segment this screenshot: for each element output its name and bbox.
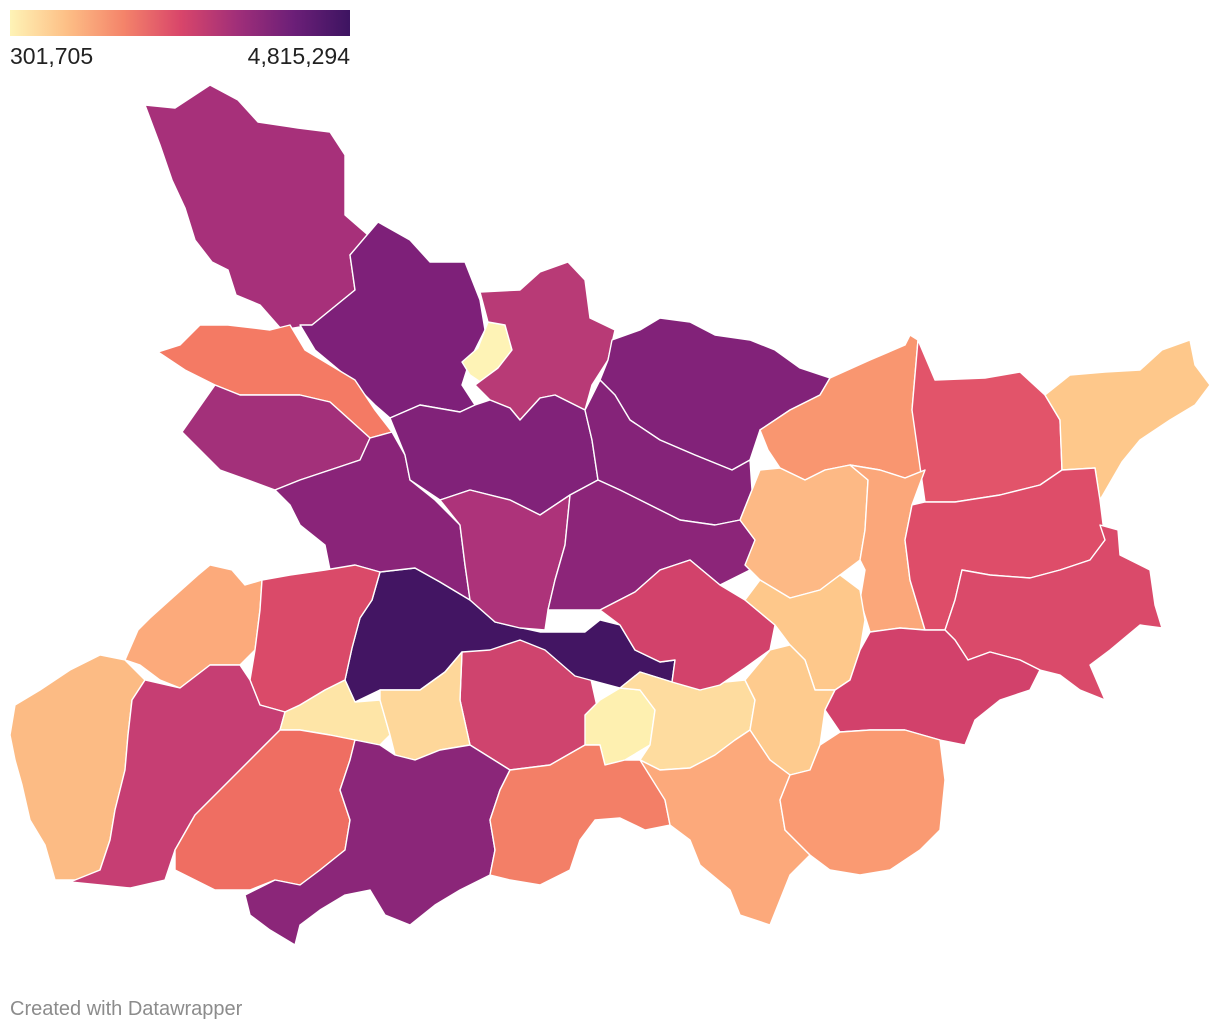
district-banka[interactable] <box>779 729 946 876</box>
district-begusarai[interactable] <box>599 559 776 691</box>
legend-gradient-bar <box>10 10 350 36</box>
legend-max-label: 4,815,294 <box>247 43 350 69</box>
district-west-champaran[interactable] <box>144 84 369 331</box>
legend-min-label: 301,705 <box>10 43 94 69</box>
district-madhepura[interactable] <box>739 464 869 599</box>
color-legend: 301,705 4,815,294 <box>10 10 350 71</box>
district-gaya[interactable] <box>244 739 511 946</box>
district-araria[interactable] <box>911 339 1063 503</box>
district-samastipur[interactable] <box>547 479 756 611</box>
footer-credit: Created with Datawrapper <box>10 998 243 1020</box>
district-nawada[interactable] <box>489 744 671 886</box>
